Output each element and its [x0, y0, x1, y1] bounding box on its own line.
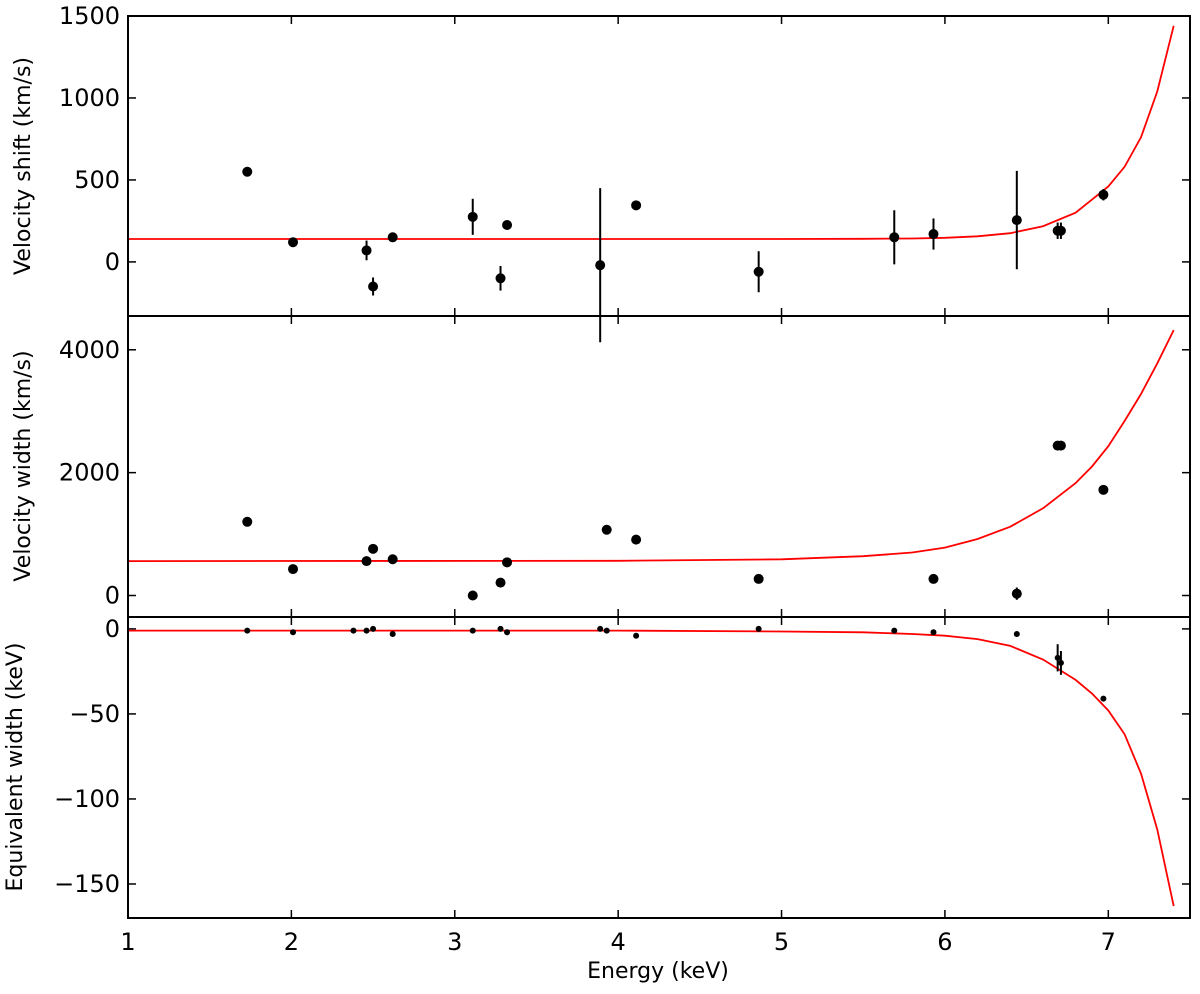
- y-axis-label-velocity-shift: Velocity shift (km/s): [11, 57, 36, 275]
- velocity-shift-data-point: [495, 273, 506, 284]
- equivalent-width-data-point: [244, 627, 251, 634]
- velocity-shift-data-point: [502, 220, 513, 231]
- equivalent-width-data-point: [891, 627, 898, 634]
- equivalent-width-data-point: [1013, 631, 1020, 638]
- y-axis-label-equivalent-width: Equivalent width (keV): [3, 643, 28, 892]
- equivalent-width-data-point: [469, 627, 476, 634]
- velocity-shift-ytick-label: 500: [74, 166, 120, 194]
- x-tick-label: 4: [611, 928, 626, 956]
- velocity-width-data-point: [502, 557, 513, 568]
- equivalent-width-data-point: [597, 625, 604, 632]
- velocity-width-data-point: [387, 554, 398, 565]
- equivalent-width-ytick-label: 0: [105, 615, 120, 643]
- velocity-shift-data-point: [387, 232, 398, 243]
- velocity-width-data-point: [467, 590, 478, 601]
- velocity-shift-panel: 0 500 1000 1500: [59, 2, 1191, 343]
- velocity-width-data-point: [1098, 484, 1109, 495]
- equivalent-width-ytick-label: −100: [54, 785, 120, 813]
- equivalent-width-model-curve: [128, 629, 1175, 907]
- velocity-width-data-point: [288, 564, 299, 575]
- y-axis-label-velocity-width: Velocity width (km/s): [11, 350, 36, 581]
- x-tick-label: 5: [774, 928, 789, 956]
- velocity-width-data-point: [1055, 440, 1066, 451]
- velocity-shift-ytick-label: 1000: [59, 84, 120, 112]
- equivalent-width-data-point: [755, 625, 762, 632]
- velocity-shift-ytick-label: 1500: [59, 2, 120, 30]
- velocity-shift-data-point: [467, 211, 478, 222]
- x-tick-label: 7: [1101, 928, 1116, 956]
- equivalent-width-data-point: [363, 627, 370, 634]
- velocity-width-model-curve: [128, 329, 1175, 562]
- velocity-shift-ytick-label: 0: [105, 248, 120, 276]
- equivalent-width-data-point: [504, 629, 511, 636]
- equivalent-width-data-point: [389, 631, 396, 638]
- equivalent-width-ytick-label: −150: [54, 870, 120, 898]
- equivalent-width-data-point: [290, 629, 297, 636]
- velocity-shift-data-point: [1098, 189, 1109, 200]
- equivalent-width-data-point: [497, 625, 504, 632]
- velocity-shift-data-point: [242, 166, 253, 177]
- velocity-shift-data-point: [753, 266, 764, 277]
- velocity-width-data-point: [495, 577, 506, 588]
- x-tick-label: 1: [120, 928, 135, 956]
- velocity-shift-data-point: [288, 237, 299, 248]
- velocity-shift-data-point: [595, 260, 606, 271]
- equivalent-width-data-point: [370, 625, 377, 632]
- velocity-shift-data-point: [368, 281, 379, 292]
- velocity-width-data-point: [601, 524, 612, 535]
- equivalent-width-data-point: [1057, 659, 1064, 666]
- velocity-width-data-point: [242, 516, 253, 527]
- velocity-width-data-point: [631, 534, 642, 545]
- equivalent-width-data-point: [633, 632, 640, 639]
- equivalent-width-panel: 0 −50 −100 −150 1 2 3 4 5 6 7: [54, 615, 1191, 956]
- velocity-shift-data-point: [889, 232, 900, 243]
- velocity-width-ytick-label: 0: [105, 582, 120, 610]
- equivalent-width-data-point: [1100, 695, 1107, 702]
- x-axis-label: Energy (keV): [587, 959, 729, 984]
- x-tick-label: 3: [447, 928, 462, 956]
- velocity-width-data-point: [361, 556, 372, 567]
- equivalent-width-data-point: [603, 627, 610, 634]
- equivalent-width-ytick-label: −50: [69, 700, 120, 728]
- x-tick-label: 6: [937, 928, 952, 956]
- velocity-shift-data-point: [361, 245, 372, 256]
- equivalent-width-data-point: [350, 627, 357, 634]
- velocity-width-data-point: [368, 543, 379, 554]
- velocity-width-data-point: [1011, 588, 1022, 599]
- x-tick-label: 2: [284, 928, 299, 956]
- velocity-shift-data-point: [631, 200, 642, 211]
- equivalent-width-data-point: [1054, 654, 1061, 661]
- velocity-shift-model-curve: [128, 25, 1175, 240]
- equivalent-width-frame: [127, 616, 1191, 919]
- velocity-width-ytick-label: 4000: [59, 336, 120, 364]
- velocity-width-ytick-label: 2000: [59, 459, 120, 487]
- velocity-shift-data-point: [928, 229, 939, 240]
- velocity-shift-data-point: [1055, 225, 1066, 236]
- velocity-shift-data-point: [1011, 215, 1022, 226]
- equivalent-width-data-point: [930, 629, 937, 636]
- velocity-width-data-point: [928, 573, 939, 584]
- velocity-width-data-point: [753, 573, 764, 584]
